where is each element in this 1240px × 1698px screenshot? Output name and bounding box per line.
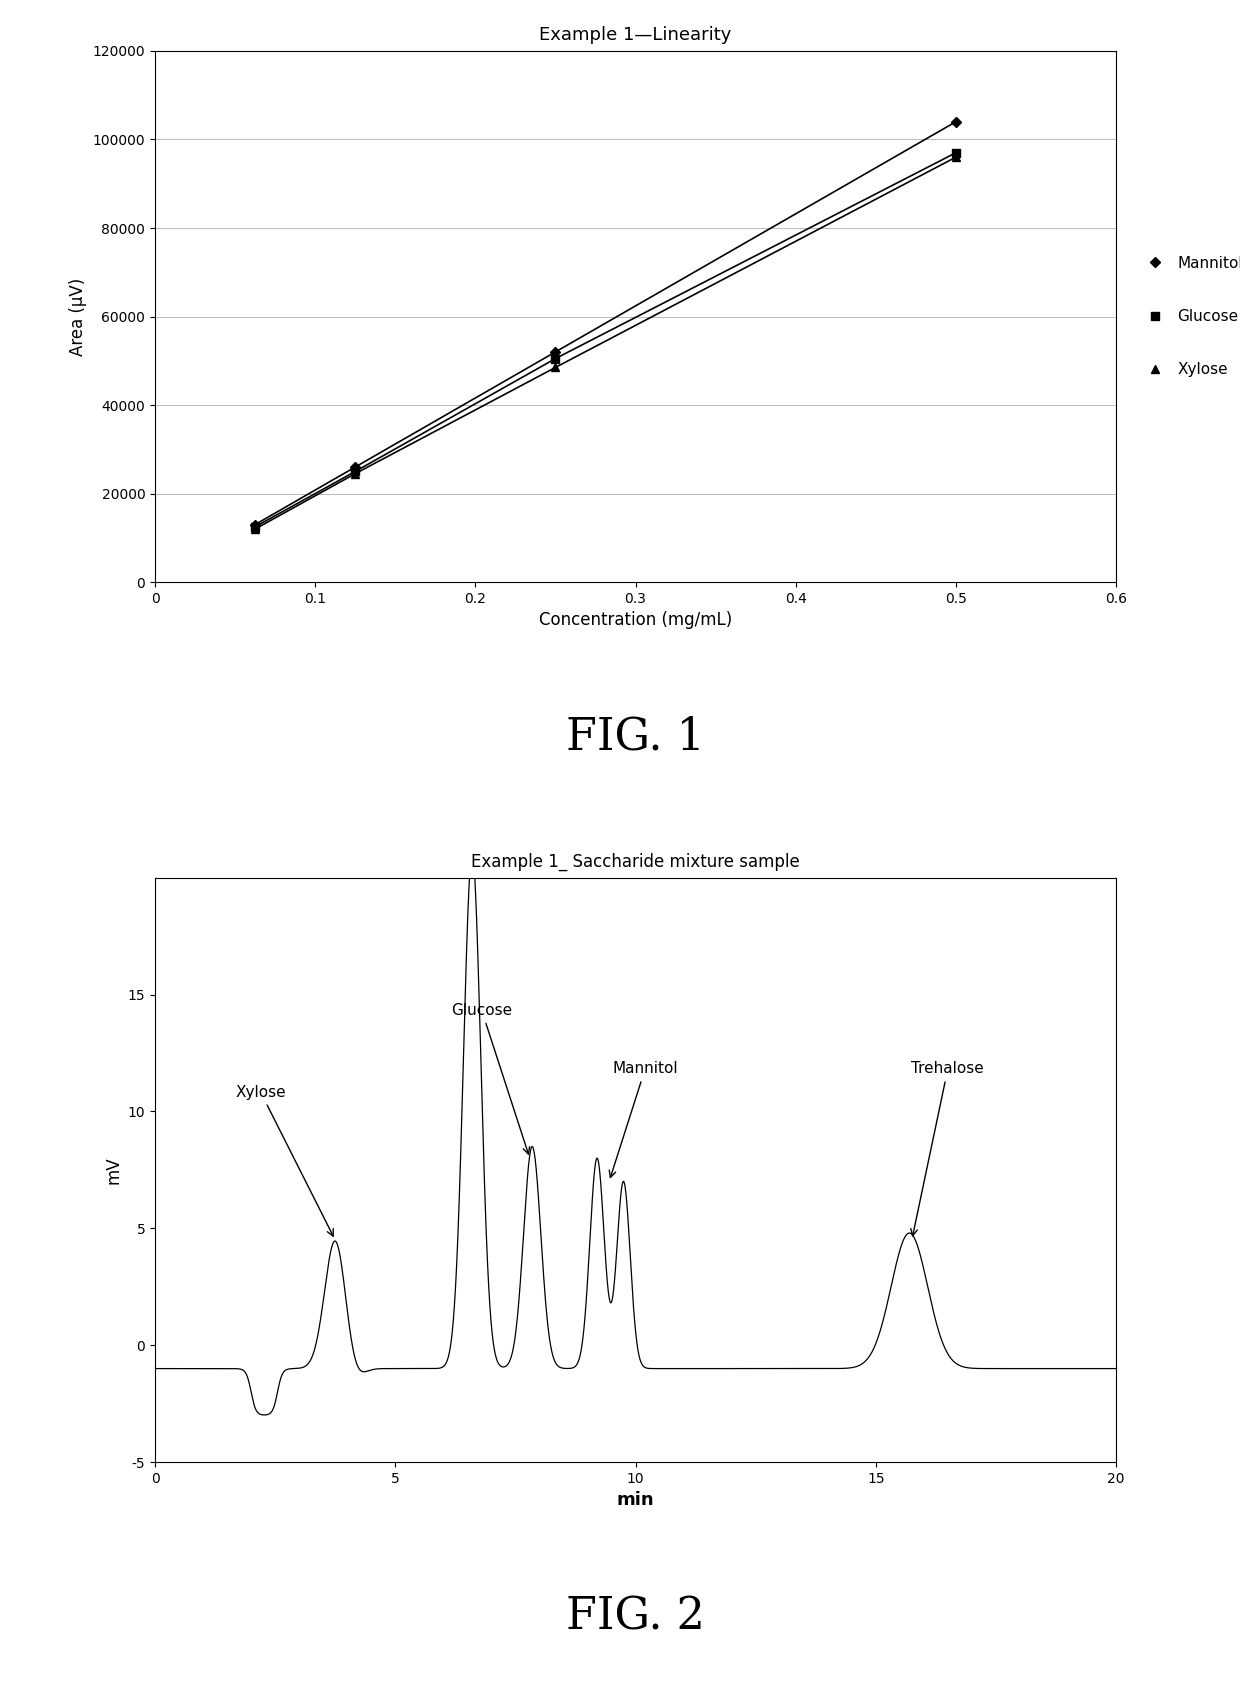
Glucose: [949, 143, 963, 163]
Mannitol: [548, 341, 563, 362]
Xylose: [548, 357, 563, 377]
X-axis label: Concentration (mg/mL): Concentration (mg/mL): [539, 611, 732, 630]
Title: Example 1_ Saccharide mixture sample: Example 1_ Saccharide mixture sample: [471, 852, 800, 871]
Text: FIG. 2: FIG. 2: [567, 1596, 704, 1639]
Xylose: [949, 148, 963, 168]
Line: Mannitol: Mannitol: [252, 119, 960, 528]
Y-axis label: Area (μV): Area (μV): [69, 277, 87, 355]
Line: Xylose: Xylose: [250, 153, 960, 533]
Glucose: [548, 348, 563, 368]
X-axis label: min: min: [616, 1491, 655, 1510]
Xylose: [248, 520, 263, 540]
Mannitol: [248, 514, 263, 535]
Text: Xylose: Xylose: [236, 1085, 334, 1236]
Legend: Mannitol, Glucose, Xylose: Mannitol, Glucose, Xylose: [1133, 250, 1240, 384]
Title: Example 1—Linearity: Example 1—Linearity: [539, 25, 732, 44]
Mannitol: [949, 112, 963, 132]
Xylose: [347, 464, 362, 484]
Text: Glucose: Glucose: [451, 1004, 529, 1155]
Glucose: [248, 516, 263, 537]
Text: FIG. 1: FIG. 1: [567, 717, 704, 759]
Text: Mannitol: Mannitol: [609, 1061, 678, 1177]
Mannitol: [347, 457, 362, 477]
Glucose: [347, 462, 362, 482]
Text: Trehalose: Trehalose: [911, 1061, 985, 1236]
Y-axis label: mV: mV: [104, 1156, 122, 1184]
Line: Glucose: Glucose: [250, 149, 960, 531]
